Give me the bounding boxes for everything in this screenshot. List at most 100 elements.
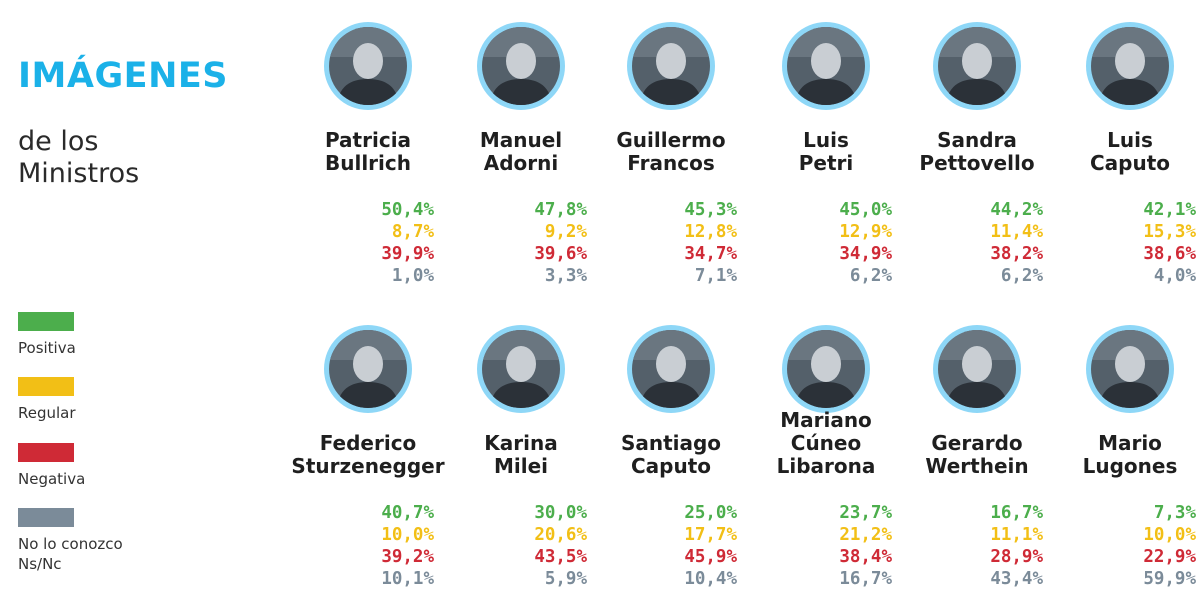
value-nsnc: 16,7% [839, 569, 892, 589]
minister-name: Gerardo Werthein [925, 431, 1029, 478]
value-negativa: 38,6% [1143, 244, 1196, 264]
portrait-icon [787, 27, 865, 105]
value-nsnc: 10,4% [684, 569, 737, 589]
value-regular: 20,6% [534, 525, 587, 545]
minister-card: Mario Lugones 7,3% 10,0% 22,9% 59,9% [1050, 325, 1200, 595]
minister-values: 45,0% 12,9% 34,9% 6,2% [746, 199, 906, 287]
minister-card: Karina Milei 30,0% 20,6% 43,5% 5,9% [441, 325, 601, 595]
minister-card: Federico Sturzenegger 40,7% 10,0% 39,2% 10,1… [288, 325, 448, 595]
minister-values: 47,8% 9,2% 39,6% 3,3% [441, 199, 601, 287]
value-negativa: 38,2% [990, 244, 1043, 264]
portrait-icon [482, 27, 560, 105]
minister-photo [324, 325, 412, 413]
portrait-icon [632, 330, 710, 408]
legend-swatch [18, 508, 74, 527]
minister-photo [933, 325, 1021, 413]
minister-name: Sandra Pettovello [919, 128, 1035, 175]
minister-values: 45,3% 12,8% 34,7% 7,1% [591, 199, 751, 287]
portrait-icon [329, 27, 407, 105]
minister-card: Manuel Adorni 47,8% 9,2% 39,6% 3,3% [441, 22, 601, 292]
value-nsnc: 1,0% [391, 266, 434, 286]
legend-swatch [18, 377, 74, 396]
value-nsnc: 59,9% [1143, 569, 1196, 589]
value-positiva: 45,0% [839, 200, 892, 220]
minister-photo [782, 325, 870, 413]
value-negativa: 39,9% [381, 244, 434, 264]
value-positiva: 42,1% [1143, 200, 1196, 220]
portrait-icon [787, 330, 865, 408]
minister-name: Federico Sturzenegger [291, 431, 445, 478]
value-regular: 9,2% [544, 222, 587, 242]
legend-item: Positiva [18, 312, 238, 358]
portrait-icon [938, 27, 1016, 105]
value-negativa: 45,9% [684, 547, 737, 567]
minister-photo [1086, 22, 1174, 110]
chart-subtitle: de los Ministros [18, 126, 140, 189]
value-negativa: 22,9% [1143, 547, 1196, 567]
value-regular: 8,7% [391, 222, 434, 242]
portrait-icon [632, 27, 710, 105]
value-nsnc: 7,1% [694, 266, 737, 286]
legend-label: Positiva [18, 339, 76, 357]
value-regular: 11,1% [990, 525, 1043, 545]
minister-name: Luis Caputo [1089, 128, 1171, 175]
value-negativa: 39,2% [381, 547, 434, 567]
portrait-icon [1091, 27, 1169, 105]
value-negativa: 39,6% [534, 244, 587, 264]
value-positiva: 16,7% [990, 503, 1043, 523]
value-positiva: 23,7% [839, 503, 892, 523]
value-negativa: 28,9% [990, 547, 1043, 567]
value-negativa: 38,4% [839, 547, 892, 567]
minister-name: Santiago Caputo [620, 431, 722, 478]
value-negativa: 34,9% [839, 244, 892, 264]
minister-photo [477, 325, 565, 413]
minister-name: Luis Petri [798, 128, 854, 175]
minister-values: 30,0% 20,6% 43,5% 5,9% [441, 502, 601, 590]
legend-label: No lo conozco Ns/Nc [18, 535, 123, 573]
legend-label: Regular [18, 404, 76, 422]
legend-item: Regular [18, 377, 238, 423]
value-nsnc: 6,2% [1000, 266, 1043, 286]
minister-card: Luis Petri 45,0% 12,9% 34,9% 6,2% [746, 22, 906, 292]
minister-photo [1086, 325, 1174, 413]
minister-card: Sandra Pettovello 44,2% 11,4% 38,2% 6,2% [897, 22, 1057, 292]
value-nsnc: 3,3% [544, 266, 587, 286]
value-regular: 11,4% [990, 222, 1043, 242]
minister-values: 25,0% 17,7% 45,9% 10,4% [591, 502, 751, 590]
minister-name: Manuel Adorni [479, 128, 563, 175]
value-nsnc: 4,0% [1153, 266, 1196, 286]
minister-values: 23,7% 21,2% 38,4% 16,7% [746, 502, 906, 590]
minister-name: Patricia Bullrich [324, 128, 412, 175]
minister-photo [477, 22, 565, 110]
minister-photo [627, 325, 715, 413]
legend-swatch [18, 312, 74, 331]
minister-values: 40,7% 10,0% 39,2% 10,1% [288, 502, 448, 590]
value-positiva: 7,3% [1153, 503, 1196, 523]
minister-photo [627, 22, 715, 110]
chart-title: IMÁGENES [18, 56, 228, 96]
value-positiva: 47,8% [534, 200, 587, 220]
minister-name: Guillermo Francos [616, 128, 726, 175]
value-negativa: 34,7% [684, 244, 737, 264]
minister-name: Mariano Cúneo Libarona [776, 408, 876, 478]
minister-values: 7,3% 10,0% 22,9% 59,9% [1050, 502, 1200, 590]
minister-card: Luis Caputo 42,1% 15,3% 38,6% 4,0% [1050, 22, 1200, 292]
minister-values: 44,2% 11,4% 38,2% 6,2% [897, 199, 1057, 287]
value-positiva: 25,0% [684, 503, 737, 523]
minister-photo [782, 22, 870, 110]
minister-values: 50,4% 8,7% 39,9% 1,0% [288, 199, 448, 287]
legend-label: Negativa [18, 470, 86, 488]
value-regular: 15,3% [1143, 222, 1196, 242]
portrait-icon [1091, 330, 1169, 408]
legend-item: Negativa [18, 443, 238, 489]
minister-photo [933, 22, 1021, 110]
minister-card: Guillermo Francos 45,3% 12,8% 34,7% 7,1% [591, 22, 751, 292]
value-regular: 17,7% [684, 525, 737, 545]
value-nsnc: 43,4% [990, 569, 1043, 589]
legend-swatch [18, 443, 74, 462]
minister-photo [324, 22, 412, 110]
value-regular: 12,9% [839, 222, 892, 242]
value-regular: 10,0% [381, 525, 434, 545]
value-nsnc: 6,2% [849, 266, 892, 286]
value-nsnc: 5,9% [544, 569, 587, 589]
